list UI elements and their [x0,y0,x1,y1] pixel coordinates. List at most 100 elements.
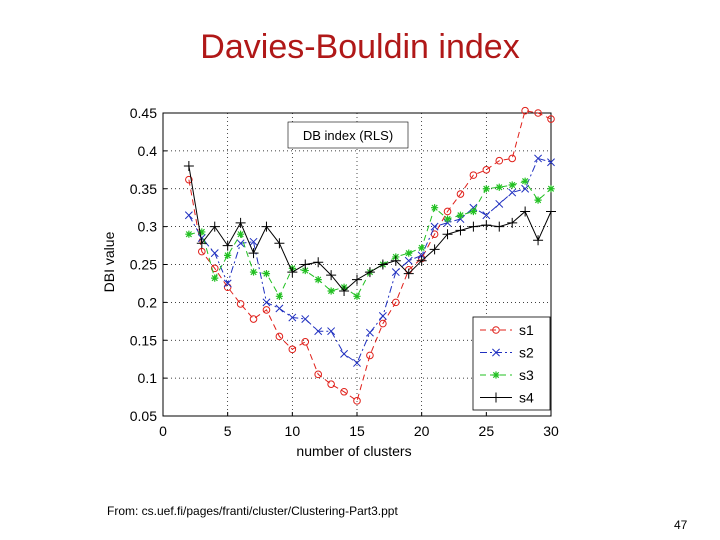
data-point [547,158,555,167]
legend-label: s3 [519,367,534,383]
source-footnote: From: cs.uef.fi/pages/franti/cluster/Clu… [107,504,398,518]
data-point [491,392,501,403]
y-tick-label: 0.45 [130,105,157,121]
data-point [314,370,323,379]
data-point [443,218,452,227]
data-point [377,259,388,270]
data-point [327,380,335,388]
plot-title: DB index (RLS) [303,128,393,143]
data-point [198,228,206,236]
data-point [378,312,387,320]
data-point [492,371,500,379]
data-point [196,238,207,249]
data-point [495,199,504,208]
data-point [417,251,426,260]
series-line-s1 [188,110,552,402]
data-point [314,327,323,336]
data-point [353,397,361,405]
y-tick-label: 0.1 [138,370,158,386]
data-point [248,248,259,259]
data-point [546,206,556,217]
data-point [520,206,531,217]
data-point [184,211,193,220]
data-point [313,257,324,268]
data-point [327,327,336,336]
legend: s1 s2 s3 s4 [472,316,551,411]
data-point [364,267,375,278]
data-point [443,207,452,216]
legend-entry-s3: s3 [480,367,534,383]
data-point [508,181,516,189]
data-point [301,337,310,346]
data-point [198,247,206,256]
data-point [521,177,529,185]
data-point [236,239,245,248]
data-point [275,292,283,300]
data-point [443,215,452,223]
axis-ticks: 0 5 10 15 20 25 30 0.05 0.1 0.15 0.2 0.25 0.3 0.35 0.4… [130,105,559,439]
data-point [469,207,477,216]
legend-label: s2 [519,345,534,361]
data-point [508,154,517,163]
data-point [469,203,478,212]
legend-label: s4 [519,390,534,406]
data-point [455,225,466,236]
slide-title: Davies-Bouldin index [200,28,520,66]
x-tick-label: 15 [349,423,365,439]
y-tick-label: 0.35 [130,181,157,197]
data-point [456,190,465,198]
data-point [185,175,193,184]
data-point [405,249,413,257]
data-point [275,304,284,313]
data-point [365,328,374,337]
y-tick-label: 0.15 [130,332,157,348]
data-point [456,211,465,219]
data-point [249,237,258,246]
legend-label: s1 [519,322,534,338]
x-tick-label: 25 [479,423,495,439]
data-point [482,166,491,174]
data-point [468,221,479,232]
data-point [392,298,400,307]
data-point [403,268,414,279]
data-point [547,185,555,193]
data-point [482,185,490,193]
series-lines [183,106,556,405]
data-point [507,217,518,228]
legend-entry-s4: s4 [480,390,534,406]
x-tick-label: 10 [285,423,301,439]
data-point [223,279,232,288]
data-point [391,268,400,277]
legend-entry-s2: s2 [480,345,534,361]
data-point [262,298,271,307]
data-point [185,230,193,238]
data-point [327,287,335,295]
x-axis-label: number of clusters [296,443,411,459]
data-point [237,230,245,238]
data-point [547,115,555,123]
data-point [379,319,387,328]
legend-entry-s1: s1 [480,322,534,338]
data-point [492,348,500,357]
data-point [481,220,492,231]
data-point [442,229,453,240]
y-tick-label: 0.05 [130,408,157,424]
data-point [236,300,245,308]
data-point [300,259,311,270]
y-tick-label: 0.3 [138,219,158,235]
data-point [288,313,297,322]
data-point [492,326,500,334]
data-point [534,109,542,117]
data-point [249,315,258,323]
x-tick-label: 30 [543,423,559,439]
data-point [521,106,529,115]
data-point [366,351,374,360]
data-point [340,387,348,396]
series-s4 [183,161,556,297]
data-point [533,235,544,246]
data-point [353,292,361,300]
x-tick-label: 5 [224,423,232,439]
data-point [353,359,361,367]
data-point [183,161,194,172]
data-point [340,349,349,358]
